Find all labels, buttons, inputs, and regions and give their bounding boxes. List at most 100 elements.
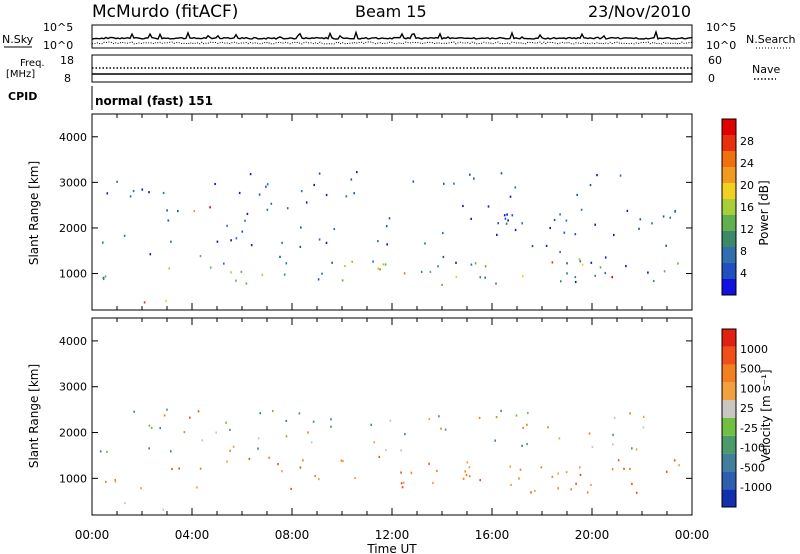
scatter-cell <box>531 245 534 248</box>
scatter-cell <box>429 270 432 273</box>
scatter-cell <box>631 447 633 450</box>
scatter-cell <box>444 428 447 431</box>
colorbar-cell <box>722 471 736 490</box>
scatter-cell <box>436 469 438 473</box>
scatter-cell <box>178 467 180 470</box>
scatter-cell <box>370 423 372 426</box>
scatter-cell <box>215 431 217 434</box>
colorbar-tick-label: 25 <box>740 402 754 415</box>
scatter-cell <box>642 426 645 429</box>
scatter-cell <box>470 263 473 266</box>
colorbar-cell <box>722 400 736 418</box>
scatter-cell <box>462 204 464 208</box>
scatter-cell <box>285 435 288 438</box>
colorbar-tick-label: 100 <box>740 382 761 395</box>
scatter-cell <box>265 185 267 188</box>
nsearch-label: N.Search <box>746 33 796 46</box>
date-title: 23/Nov/2010 <box>588 2 691 21</box>
ytick-label: 4000 <box>59 131 87 144</box>
colorbar-cell <box>722 435 736 454</box>
scatter-cell <box>350 178 353 181</box>
scatter-cell <box>199 255 202 258</box>
colorbar-cell <box>722 364 736 383</box>
scatter-cell <box>588 432 591 435</box>
scatter-cell <box>559 213 561 216</box>
scatter-cell <box>469 173 471 176</box>
scatter-cell <box>506 213 508 216</box>
scatter-cell <box>468 466 471 469</box>
scatter-cell <box>216 240 219 243</box>
scatter-cell <box>281 241 283 244</box>
scatter-cell <box>629 412 631 415</box>
scatter-cell <box>345 195 348 198</box>
nsearch-trace <box>92 41 693 45</box>
freq-label-line2: [MHz] <box>6 69 35 80</box>
scatter-cell <box>442 231 444 235</box>
scatter-cell <box>384 263 387 266</box>
scatter-cell <box>604 256 607 259</box>
scatter-cell <box>298 412 301 415</box>
scatter-cell <box>673 459 676 462</box>
scatter-cell <box>514 186 517 189</box>
xtick-label: 04:00 <box>175 528 210 542</box>
scatter-cell <box>114 480 117 483</box>
scatter-cell <box>400 482 403 485</box>
scatter-cell <box>625 265 627 268</box>
colorbar-frame <box>721 328 737 508</box>
cpid-panel: CPID normal (fast) 151 <box>8 86 213 110</box>
scatter-cell <box>279 255 281 258</box>
scatter-cell <box>604 271 607 275</box>
scatter-cell <box>558 437 561 440</box>
scatter-cell <box>307 431 309 434</box>
scatter-cell <box>470 217 472 220</box>
ytick-label: 1000 <box>59 268 87 281</box>
scatter-cell <box>579 260 582 263</box>
scatter-cell <box>534 489 536 492</box>
velocity-colorbar-label: Velocity [m s⁻¹] <box>759 369 773 462</box>
colorbar-cell <box>722 247 736 263</box>
scatter-cell <box>495 282 497 285</box>
scatter-cell <box>163 414 166 417</box>
scatter-cell <box>566 262 568 265</box>
xtick-label: 12:00 <box>375 528 410 542</box>
scatter-cell <box>230 239 232 242</box>
scatter-cell <box>400 449 402 452</box>
scatter-cell <box>170 240 172 243</box>
scatter-cell <box>382 263 385 266</box>
velocity-yticks: 1000 2000 3000 4000 <box>59 335 692 485</box>
colorbar-tick-label: 28 <box>740 135 754 148</box>
scatter-cell <box>302 459 304 462</box>
scatter-cell <box>629 467 631 471</box>
scatter-cell <box>196 486 198 489</box>
scatter-cell <box>232 445 235 448</box>
colorbar-cell <box>722 199 736 215</box>
scatter-cell <box>272 409 274 413</box>
scatter-cell <box>437 265 439 268</box>
scatter-cell <box>404 433 406 436</box>
scatter-cell <box>639 218 642 221</box>
colorbar-tick-label: 20 <box>740 179 754 192</box>
scatter-cell <box>613 416 616 420</box>
colorbar-tick-label: 1000 <box>740 343 768 356</box>
power-colorbar-label: Power [dB] <box>757 180 771 245</box>
scatter-cell <box>590 483 592 486</box>
scatter-cell <box>665 470 668 473</box>
scatter-cell <box>484 265 487 268</box>
scatter-cell <box>487 205 490 208</box>
scatter-cell <box>344 264 346 268</box>
scatter-cell <box>148 191 150 194</box>
colorbar-tick-label: -1000 <box>740 481 772 494</box>
scatter-cell <box>579 466 581 469</box>
scatter-cell <box>652 279 655 283</box>
power-xticks <box>91 114 693 310</box>
scatter-cell <box>266 183 269 186</box>
scatter-cell <box>170 450 172 453</box>
velocity-panel-frame <box>91 317 693 516</box>
noise-tick-high-right: 10^5 <box>706 21 736 34</box>
colorbar-tick-label: 4 <box>740 267 747 280</box>
scatter-cell <box>613 233 615 237</box>
scatter-cell <box>403 272 406 275</box>
scatter-cell <box>570 488 572 491</box>
power-yticks: 1000 2000 3000 4000 <box>59 131 692 281</box>
